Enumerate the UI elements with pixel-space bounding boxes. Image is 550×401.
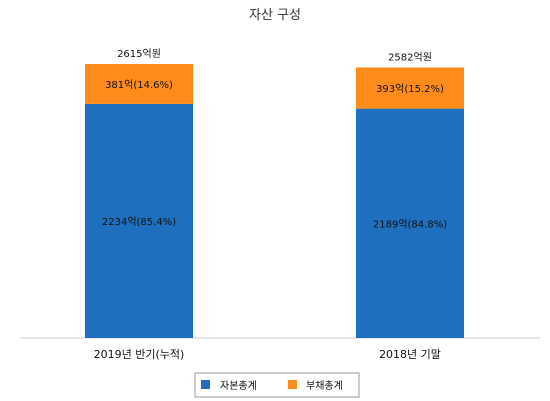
legend-swatch-equity	[201, 380, 210, 389]
bar-equity-2	[356, 108, 464, 339]
bar-label-liabilities-1: 381억(14.6%)	[105, 79, 173, 91]
bars-group: 2234억(85.4%) 381억(14.6%) 2615억원 2019년 반기(누적…	[85, 48, 464, 361]
category-label-2: 2018년 기말	[379, 348, 441, 361]
total-label-1: 2615억원	[117, 48, 161, 60]
bar-label-equity-1: 2234억(85.4%)	[102, 216, 176, 228]
legend-box	[194, 372, 360, 398]
total-label-2: 2582억원	[388, 51, 432, 63]
category-label-1: 2019년 반기(누적)	[94, 348, 185, 361]
legend-label-equity: 자본총계	[220, 380, 257, 392]
legend: 자본총계 부채총계	[194, 372, 360, 398]
bar-liabilities-2	[356, 67, 464, 109]
bar-equity-1	[85, 103, 193, 338]
legend-swatch-liabilities	[288, 380, 297, 389]
bar-label-equity-2: 2189억(84.8%)	[373, 218, 447, 230]
legend-label-liabilities: 부채총계	[306, 380, 343, 392]
bar-liabilities-1	[85, 64, 193, 104]
bar-label-liabilities-2: 393억(15.2%)	[376, 83, 444, 95]
chart-title: 자산 구성	[249, 8, 301, 23]
